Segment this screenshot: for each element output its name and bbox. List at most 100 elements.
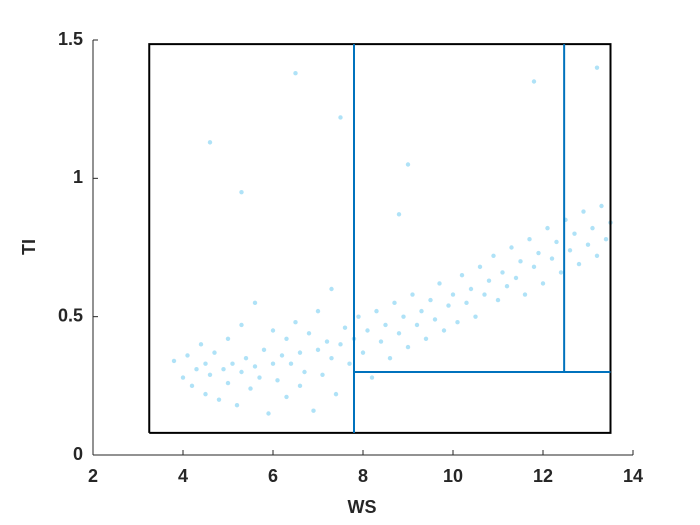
x-tick-label: 2 — [88, 466, 98, 486]
point — [365, 328, 370, 333]
point — [396, 212, 402, 217]
point — [482, 292, 487, 297]
point — [576, 261, 582, 267]
point — [486, 278, 492, 283]
point — [239, 369, 244, 375]
y-tick-label: 0 — [73, 444, 83, 464]
point — [464, 300, 469, 306]
point — [531, 79, 537, 84]
point — [509, 245, 514, 250]
point — [207, 140, 213, 145]
y-tick-label: 1 — [73, 167, 83, 187]
point — [180, 375, 186, 380]
y-tick-label: 1.5 — [58, 29, 83, 49]
point — [293, 320, 298, 325]
point — [441, 328, 447, 333]
x-tick-label: 14 — [623, 466, 643, 486]
point — [603, 237, 609, 242]
point — [311, 408, 316, 413]
point — [360, 350, 366, 355]
point — [266, 411, 271, 416]
point — [518, 259, 523, 264]
point — [252, 300, 258, 306]
point — [225, 380, 231, 386]
point — [297, 383, 303, 389]
point — [338, 115, 343, 120]
point — [329, 286, 334, 292]
point — [230, 361, 235, 366]
point — [338, 342, 343, 347]
point — [401, 314, 406, 319]
x-tick-label: 6 — [268, 466, 278, 486]
point — [239, 189, 244, 195]
point — [459, 272, 465, 278]
point — [257, 375, 262, 380]
point — [455, 320, 460, 325]
point — [252, 364, 258, 369]
point — [356, 314, 361, 319]
point — [567, 248, 573, 253]
point — [315, 347, 321, 353]
point — [468, 286, 474, 292]
point — [527, 237, 532, 242]
point — [419, 308, 424, 314]
point — [293, 71, 298, 76]
point — [198, 342, 204, 347]
point — [383, 322, 388, 328]
point — [315, 308, 321, 314]
point — [239, 322, 244, 328]
point — [284, 336, 289, 341]
x-tick-label: 4 — [178, 466, 188, 486]
point — [500, 270, 505, 275]
point — [554, 239, 559, 245]
point — [171, 358, 177, 364]
point — [306, 331, 312, 336]
point — [513, 275, 519, 281]
point — [270, 361, 276, 366]
point — [275, 378, 280, 383]
point — [203, 391, 208, 397]
point — [347, 361, 352, 366]
x-tick-label: 8 — [358, 466, 368, 486]
point — [185, 353, 190, 358]
point — [536, 250, 541, 256]
point — [320, 372, 325, 377]
point — [491, 253, 496, 258]
point — [248, 386, 253, 391]
point — [288, 361, 294, 366]
point — [405, 344, 411, 350]
point — [387, 355, 393, 361]
x-tick-label: 10 — [443, 466, 463, 486]
point — [243, 355, 249, 361]
point — [423, 336, 429, 341]
x-axis-label: WS — [348, 497, 377, 517]
point — [594, 65, 600, 70]
point — [428, 297, 433, 303]
x-tick-label: 12 — [533, 466, 553, 486]
point — [374, 308, 379, 314]
point — [581, 209, 586, 214]
point — [329, 355, 334, 361]
point — [297, 350, 303, 355]
point — [405, 162, 411, 167]
point — [369, 375, 375, 380]
point — [410, 292, 415, 297]
region-line — [148, 43, 612, 434]
point — [572, 231, 577, 236]
point — [446, 303, 451, 308]
point — [450, 292, 456, 297]
point — [504, 284, 510, 289]
point — [221, 367, 226, 372]
point — [378, 339, 384, 344]
y-axis-label: TI — [19, 239, 39, 255]
point — [495, 297, 501, 303]
point — [207, 372, 213, 377]
point — [392, 300, 397, 306]
point — [477, 264, 483, 270]
point — [522, 292, 528, 297]
point — [203, 361, 208, 366]
point — [216, 397, 222, 402]
point — [270, 328, 276, 333]
point — [599, 203, 604, 209]
